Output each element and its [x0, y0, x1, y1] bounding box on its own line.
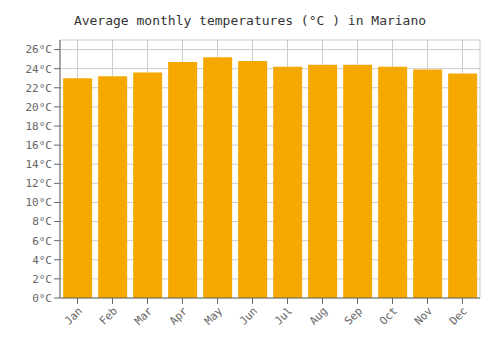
svg-text:20°C: 20°C: [26, 101, 53, 114]
svg-text:Feb: Feb: [97, 304, 120, 327]
svg-text:10°C: 10°C: [26, 196, 53, 209]
svg-text:Jun: Jun: [237, 304, 260, 327]
html-text:Average monthly temperatures (: Average monthly temperatures (°C ) in Ma…: [73, 13, 427, 28]
svg-text:22°C: 22°C: [26, 82, 53, 95]
svg-text:Mar: Mar: [132, 304, 156, 328]
svg-text:4°C: 4°C: [32, 254, 52, 267]
svg-text:Jul: Jul: [272, 304, 295, 327]
svg-text:0°C: 0°C: [32, 292, 52, 305]
svg-text:14°C: 14°C: [26, 158, 53, 171]
svg-text:Aug: Aug: [307, 304, 330, 327]
svg-text:8°C: 8°C: [32, 215, 52, 228]
svg-text:6°C: 6°C: [32, 235, 52, 248]
svg-text:26°C: 26°C: [26, 43, 53, 56]
svg-text:24°C: 24°C: [26, 63, 53, 76]
svg-text:May: May: [202, 304, 226, 328]
svg-text:Dec: Dec: [447, 304, 470, 327]
svg-text:Apr: Apr: [167, 304, 191, 328]
svg-text:2°C: 2°C: [32, 273, 52, 286]
svg-text:12°C: 12°C: [26, 177, 53, 190]
svg-text:16°C: 16°C: [26, 139, 53, 152]
svg-text:Nov: Nov: [412, 304, 436, 328]
svg-text:Oct: Oct: [377, 304, 400, 327]
svg-text:18°C: 18°C: [26, 120, 53, 133]
svg-text:Jan: Jan: [62, 304, 85, 327]
svg-text:Sep: Sep: [342, 304, 365, 327]
